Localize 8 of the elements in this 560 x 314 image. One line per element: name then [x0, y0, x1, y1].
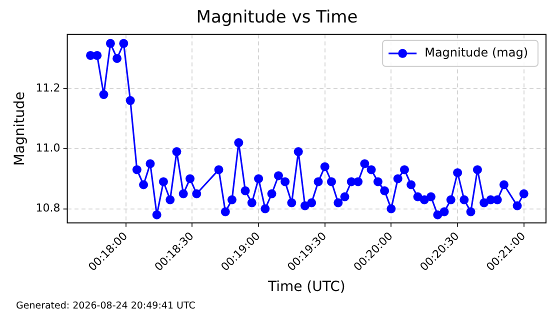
- y-axis-title: Magnitude: [12, 92, 28, 166]
- y-tick-label: 11.0: [36, 142, 60, 155]
- y-tick-label: 11.2: [36, 81, 60, 94]
- x-axis-title: Time (UTC): [266, 279, 346, 296]
- chart-title: Magnitude vs Time: [196, 8, 358, 28]
- legend-label: Magnitude (mag): [424, 46, 528, 60]
- y-tick-label: 10.8: [36, 202, 60, 215]
- text: Generated: 2026-08-24 20:49:41 UTC: [16, 300, 196, 312]
